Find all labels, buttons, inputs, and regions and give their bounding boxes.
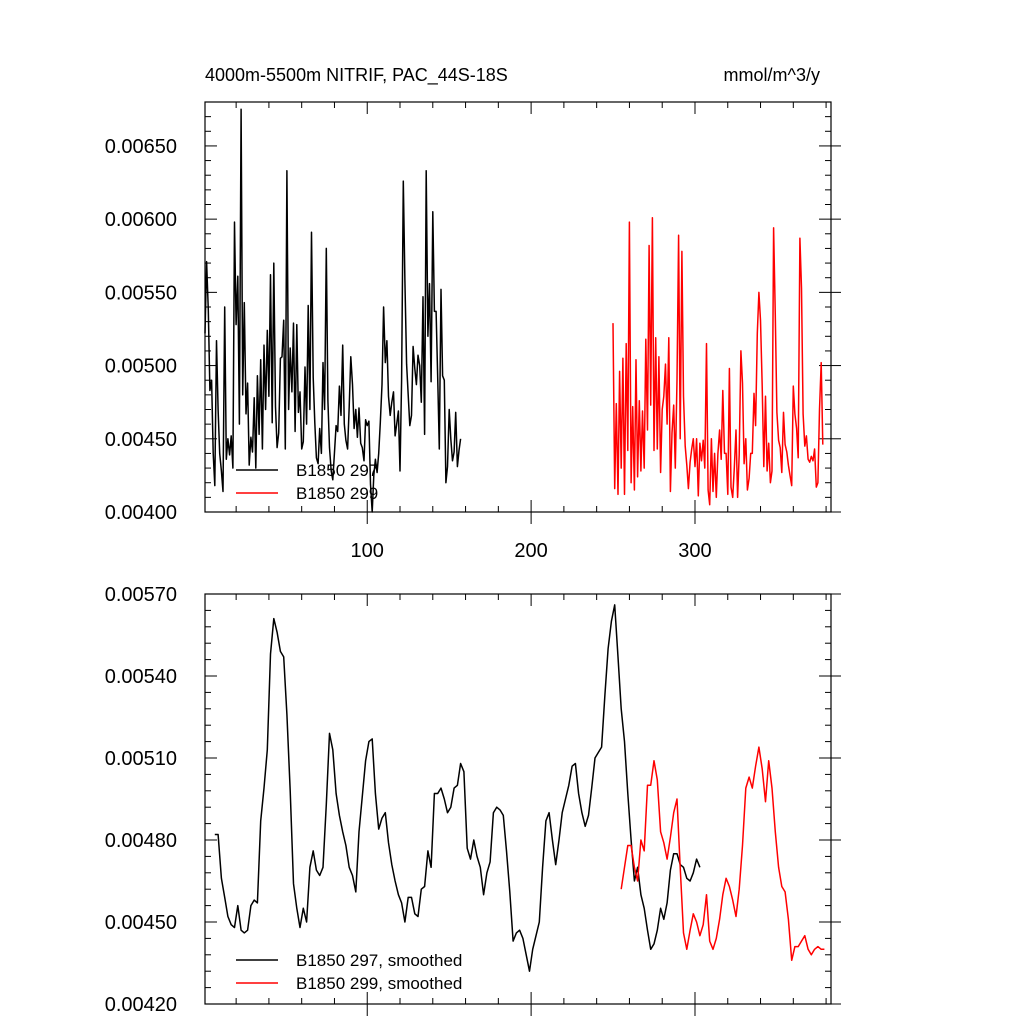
bottom-series-line-2 xyxy=(620,746,825,962)
top-series-line-2 xyxy=(612,216,824,506)
bottom-legend-label-1: B1850 297, smoothed xyxy=(296,951,462,970)
bottom-y-tick-label: 0.00510 xyxy=(105,748,177,770)
top-x-tick-label: 200 xyxy=(514,540,547,562)
bottom-series-line-1 xyxy=(214,604,701,972)
top-y-tick-label: 0.00450 xyxy=(105,429,177,451)
bottom-y-tick-label: 0.00540 xyxy=(105,666,177,688)
top-y-tick-label: 0.00400 xyxy=(105,502,177,524)
top-panel: 4000m-5500m NITRIF, PAC_44S-18S mmol/m^3… xyxy=(105,65,841,562)
bottom-y-tick-label: 0.00420 xyxy=(105,994,177,1016)
top-y-tick-label: 0.00500 xyxy=(105,356,177,378)
bottom-y-tick-label: 0.00480 xyxy=(105,830,177,852)
top-legend-label-2: B1850 299 xyxy=(296,484,378,503)
top-y-tick-label: 0.00600 xyxy=(105,209,177,231)
top-y-tick-label: 0.00650 xyxy=(105,136,177,158)
bottom-y-tick-label: 0.00450 xyxy=(105,912,177,934)
bottom-legend-label-2: B1850 299, smoothed xyxy=(296,974,462,993)
top-legend-label-1: B1850 297 xyxy=(296,461,378,480)
top-chart-units: mmol/m^3/y xyxy=(724,65,820,85)
top-y-tick-label: 0.00550 xyxy=(105,282,177,304)
bottom-y-tick-label: 0.00570 xyxy=(105,584,177,606)
top-x-tick-label: 100 xyxy=(351,540,384,562)
bottom-plot-frame xyxy=(204,593,832,1005)
bottom-panel: 0.00420 0.00450 0.00480 0.00510 0.00540 0.005… xyxy=(105,584,841,1016)
top-x-tick-label: 300 xyxy=(678,540,711,562)
top-series-line-1 xyxy=(204,108,462,513)
top-chart-title: 4000m-5500m NITRIF, PAC_44S-18S xyxy=(205,65,508,86)
